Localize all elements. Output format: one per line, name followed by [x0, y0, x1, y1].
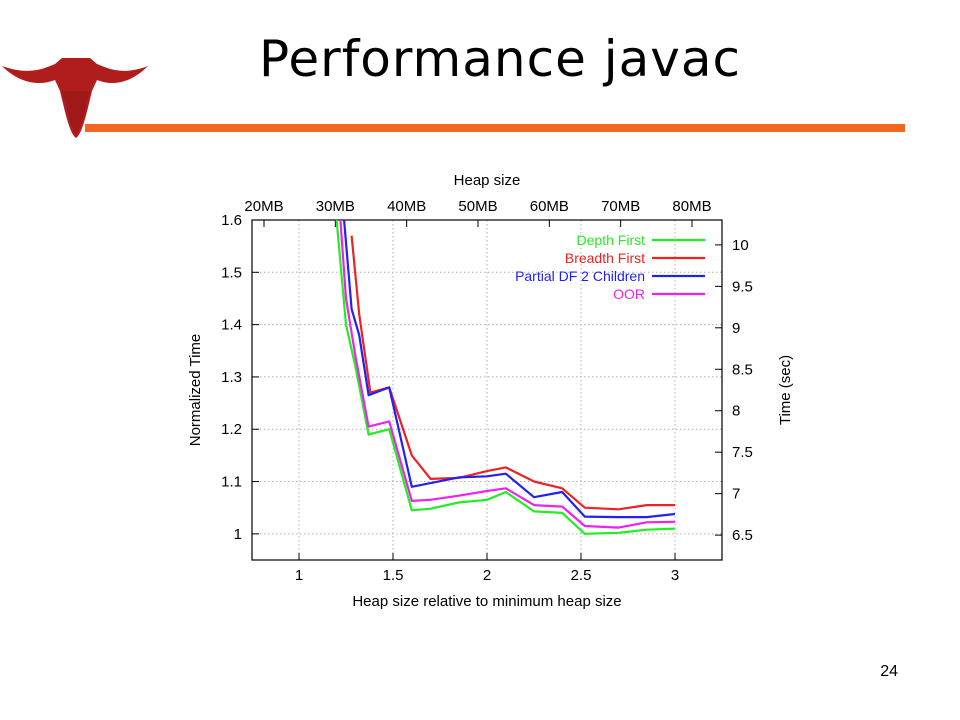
y-tick-label: 1.3 — [221, 369, 242, 386]
legend-label-3: Partial DF 2 Children — [515, 268, 645, 284]
y-tick-label: 1.4 — [221, 317, 242, 334]
y2-tick-label: 9 — [732, 320, 740, 337]
legend: Depth First Breadth First Partial DF 2 Chi… — [515, 232, 705, 302]
slide-title: Performance javac — [259, 30, 741, 88]
series-line-4 — [339, 220, 676, 529]
x-axis-title: Heap size relative to minimum heap size — [352, 593, 621, 610]
longhorn-logo — [2, 58, 148, 138]
x2-tick-label: 40MB — [387, 198, 426, 215]
longhorn-logo-shape — [2, 58, 148, 138]
y2-tick-label: 7 — [732, 486, 740, 503]
y-tick-label: 1 — [234, 526, 242, 543]
x2-tick-label: 20MB — [244, 198, 283, 215]
x2-tick-label: 70MB — [601, 198, 640, 215]
x2-axis-title: Heap size — [454, 172, 521, 189]
y-tick-label: 1.1 — [221, 474, 242, 491]
legend-label-4: OOR — [613, 286, 645, 302]
y2-tick-label: 8 — [732, 403, 740, 420]
x-tick-label: 1.5 — [383, 567, 404, 584]
y-tick-label: 1.5 — [221, 264, 242, 281]
axes-layer: 1 1.1 1.2 1.3 1.4 1.5 1.6 1 1.5 2 2.5 3 6.5 7 7.5 8 8.5 9… — [221, 198, 753, 584]
x2-tick-label: 50MB — [458, 198, 497, 215]
legend-label-1: Depth First — [577, 232, 646, 248]
x-tick-label: 2 — [483, 567, 491, 584]
series-line-3 — [343, 220, 676, 519]
y2-tick-label: 10 — [732, 237, 749, 254]
grid-layer — [252, 220, 722, 560]
x-tick-label: 1 — [295, 567, 303, 584]
y2-tick-label: 6.5 — [732, 527, 753, 544]
series-layer — [335, 220, 676, 535]
y-axis-title: Normalized Time — [187, 334, 204, 447]
y2-axis-title: Time (sec) — [777, 355, 794, 425]
y2-tick-label: 8.5 — [732, 361, 753, 378]
legend-label-2: Breadth First — [565, 250, 645, 266]
x-tick-label: 2.5 — [571, 567, 592, 584]
y2-tick-label: 7.5 — [732, 444, 753, 461]
y-tick-label: 1.6 — [221, 212, 242, 229]
page-number: 24 — [880, 663, 898, 680]
y-tick-label: 1.2 — [221, 421, 242, 438]
y2-tick-label: 9.5 — [732, 278, 753, 295]
accent-rule — [85, 124, 905, 132]
x2-tick-label: 80MB — [672, 198, 711, 215]
series-line-1 — [335, 220, 676, 535]
x2-tick-label: 30MB — [316, 198, 355, 215]
x2-tick-label: 60MB — [530, 198, 569, 215]
x-tick-label: 3 — [671, 567, 679, 584]
series-line-2 — [350, 235, 675, 511]
